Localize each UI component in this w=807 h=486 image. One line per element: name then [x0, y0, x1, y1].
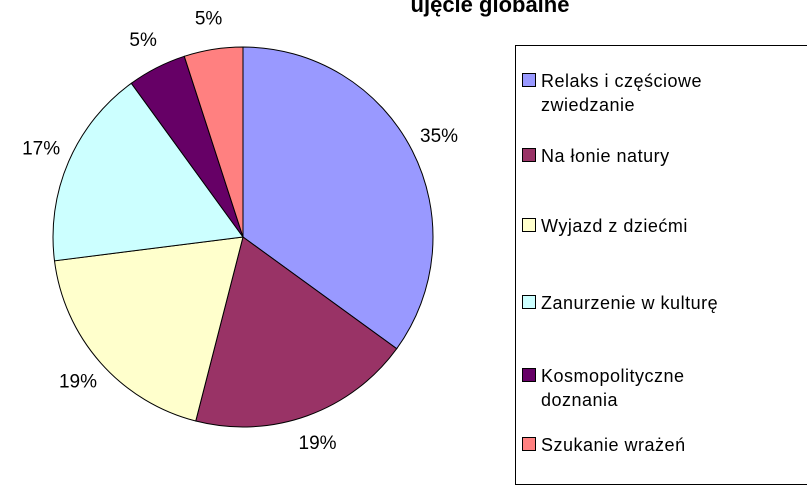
legend-label: Wyjazd z dziećmi: [541, 216, 688, 236]
pie-slice: [242, 46, 434, 350]
pie-slice: [183, 46, 244, 238]
legend-label: Relaks i częściowe zwiedzanie: [541, 71, 703, 115]
legend: Relaks i częściowe zwiedzanie Na łonie na…: [515, 45, 807, 485]
legend-swatch: [522, 368, 536, 382]
legend-label: Szukanie wrażeń: [541, 435, 686, 455]
legend-swatch: [522, 218, 536, 232]
legend-swatch: [522, 148, 536, 162]
chart-title: ujęcie globalne: [411, 0, 570, 17]
pie-slice: [53, 236, 244, 422]
data-label: 35%: [420, 126, 458, 147]
legend-label: Na łonie natury: [541, 146, 670, 166]
data-label: 19%: [59, 372, 97, 393]
data-label: 5%: [195, 9, 223, 30]
legend-swatch: [522, 295, 536, 309]
legend-swatch: [522, 437, 536, 451]
pie-slice: [52, 82, 244, 262]
pie-slice: [195, 236, 398, 428]
data-label: 19%: [299, 433, 337, 454]
legend-label: Kosmopolityczne doznania: [541, 366, 685, 410]
data-label: 17%: [22, 139, 60, 160]
legend-label: Zanurzenie w kulturę: [541, 293, 719, 313]
data-label: 5%: [129, 30, 157, 51]
legend-swatch: [522, 73, 536, 87]
